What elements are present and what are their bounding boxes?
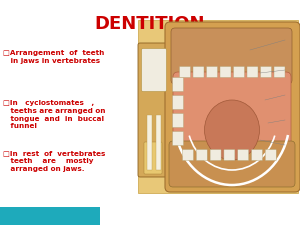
- FancyBboxPatch shape: [142, 49, 167, 92]
- FancyBboxPatch shape: [247, 67, 258, 77]
- FancyBboxPatch shape: [274, 67, 285, 77]
- FancyBboxPatch shape: [172, 95, 184, 110]
- Ellipse shape: [205, 100, 260, 160]
- FancyBboxPatch shape: [169, 141, 295, 187]
- FancyBboxPatch shape: [206, 67, 218, 77]
- FancyBboxPatch shape: [182, 149, 194, 160]
- FancyBboxPatch shape: [172, 77, 184, 92]
- FancyBboxPatch shape: [210, 149, 221, 160]
- Bar: [156, 115, 161, 170]
- Text: □Arrangement  of  teeth
   in jaws in vertebrates: □Arrangement of teeth in jaws in vertebr…: [3, 50, 104, 64]
- FancyBboxPatch shape: [196, 149, 207, 160]
- Bar: [0, 207, 100, 225]
- FancyBboxPatch shape: [233, 67, 244, 77]
- FancyBboxPatch shape: [260, 67, 272, 77]
- Bar: [147, 115, 152, 170]
- FancyBboxPatch shape: [179, 67, 191, 77]
- FancyBboxPatch shape: [193, 67, 204, 77]
- FancyBboxPatch shape: [173, 72, 291, 162]
- FancyBboxPatch shape: [251, 149, 262, 160]
- Text: □In  rest  of  vertebrates
   teeth    are    mostly
   arranged on jaws.: □In rest of vertebrates teeth are mostly…: [3, 150, 105, 171]
- FancyBboxPatch shape: [238, 149, 249, 160]
- FancyBboxPatch shape: [172, 131, 184, 146]
- FancyBboxPatch shape: [172, 113, 184, 128]
- FancyBboxPatch shape: [144, 142, 162, 174]
- Bar: [138, 20, 298, 193]
- FancyBboxPatch shape: [165, 22, 300, 192]
- FancyBboxPatch shape: [138, 43, 170, 177]
- FancyBboxPatch shape: [224, 149, 235, 160]
- Text: DENTITION: DENTITION: [95, 15, 205, 33]
- FancyBboxPatch shape: [265, 149, 276, 160]
- Text: □In   cyclostomates   ,
   teeths are arranged on
   tongue  and  in  buccal
   : □In cyclostomates , teeths are arranged …: [3, 100, 106, 129]
- FancyBboxPatch shape: [171, 28, 292, 84]
- FancyBboxPatch shape: [220, 67, 231, 77]
